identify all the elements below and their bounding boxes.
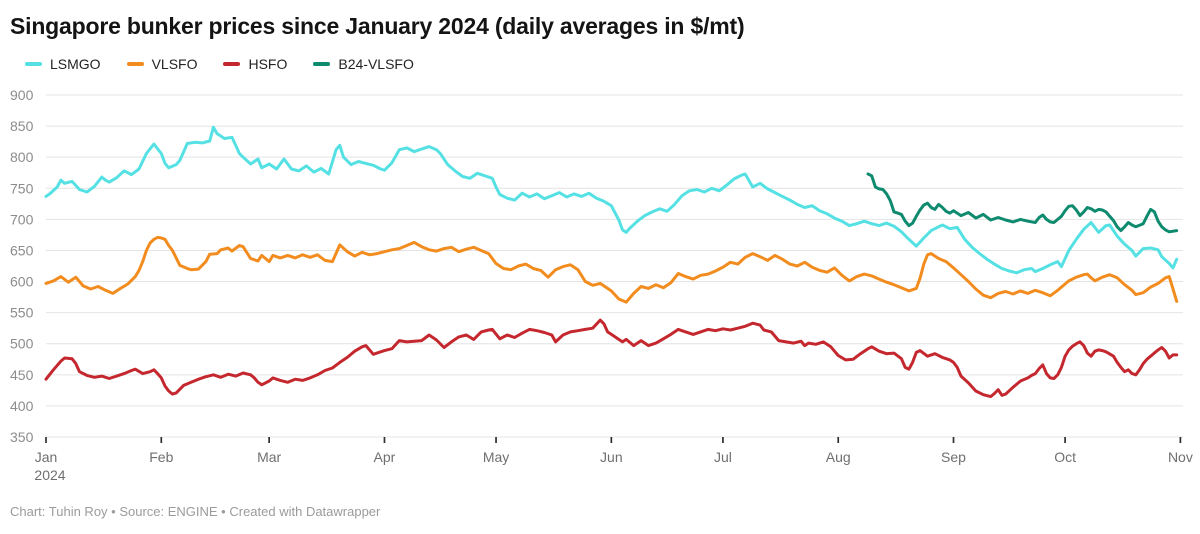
x-axis-label-mar: Mar [257, 449, 281, 465]
legend-swatch-icon [223, 62, 241, 66]
legend-label: VLSFO [151, 56, 198, 72]
y-axis-label-450: 450 [10, 367, 34, 383]
legend-swatch-icon [25, 62, 42, 66]
y-axis-label-650: 650 [10, 242, 34, 258]
series-line-lsmgo[interactable] [44, 125, 1179, 275]
y-axis-label-700: 700 [10, 211, 34, 227]
page-title: Singapore bunker prices since January 20… [10, 13, 745, 39]
x-axis-label-feb: Feb [149, 449, 173, 465]
y-axis-label-800: 800 [10, 149, 34, 165]
x-axis-label-jan: Jan [35, 449, 58, 465]
series-line-b24-vlsfo[interactable] [866, 172, 1179, 234]
legend-swatch-icon [126, 62, 144, 66]
y-axis-label-500: 500 [10, 336, 34, 352]
legend-swatch-icon [313, 62, 331, 66]
x-axis-label-sep: Sep [941, 449, 966, 465]
x-axis-label-may: May [483, 449, 509, 465]
legend-item-lsmgo: LSMGO [25, 56, 101, 72]
x-axis-label-aug: Aug [826, 449, 851, 465]
legend-item-b24-vlsfo: B24-VLSFO [313, 56, 414, 72]
y-axis-label-550: 550 [10, 305, 34, 321]
y-axis-label-750: 750 [10, 180, 34, 196]
legend-label: B24-VLSFO [338, 56, 414, 72]
x-axis-label-jul: Jul [714, 449, 732, 465]
legend-label: HSFO [248, 56, 288, 72]
legend-label: LSMGO [50, 56, 101, 72]
y-axis-label-600: 600 [10, 274, 34, 290]
attribution-byline: Chart: Tuhin Roy • Source: ENGINE • Crea… [10, 504, 381, 519]
x-axis-sublabel-2024: 2024 [34, 467, 65, 483]
x-axis-label-nov: Nov [1168, 449, 1193, 465]
series-line-hsfo[interactable] [44, 318, 1179, 399]
legend-item-hsfo: HSFO [223, 56, 287, 72]
y-axis-label-900: 900 [10, 87, 34, 103]
y-axis-label-400: 400 [10, 398, 34, 414]
y-axis-label-350: 350 [10, 429, 34, 445]
legend: LSMGO VLSFO HSFO B24-VLSFO [25, 55, 1200, 73]
y-axis-label-850: 850 [10, 118, 34, 134]
x-axis-label-jun: Jun [600, 449, 623, 465]
x-axis-label-apr: Apr [374, 449, 396, 465]
legend-item-vlsfo: VLSFO [126, 56, 198, 72]
series-line-vlsfo[interactable] [44, 235, 1179, 304]
x-axis-label-oct: Oct [1054, 449, 1076, 465]
